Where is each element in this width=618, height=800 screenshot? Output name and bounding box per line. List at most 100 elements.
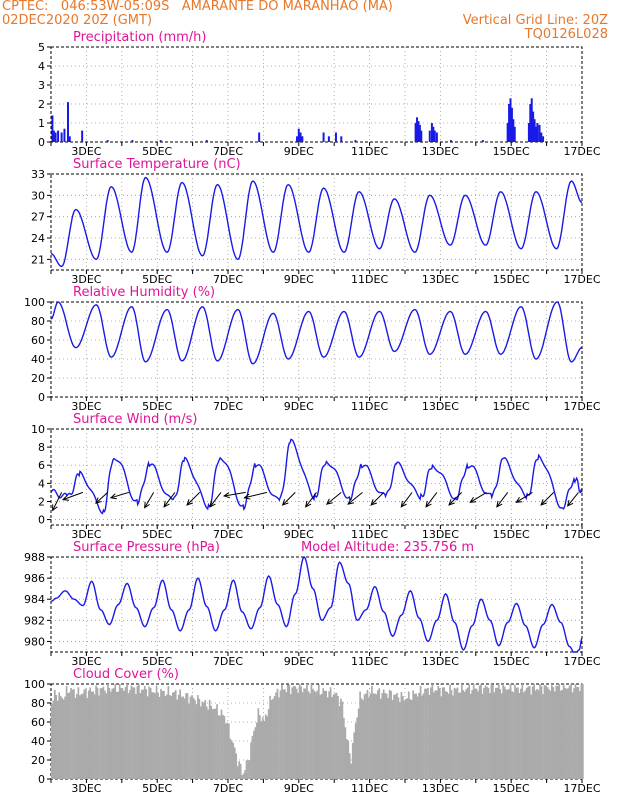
cloud-bar [410,699,413,779]
header-model: TQ0126L028 [524,27,608,42]
cloud-bar [500,693,503,779]
cloud-bar [219,715,221,779]
cloud-bar [564,687,566,779]
cloud-bar [412,690,415,779]
precip-bar [327,136,330,142]
cloud-ytick-label: 60 [31,716,45,729]
precip-bar [416,117,419,142]
cloud-bar [53,689,56,779]
cloud-bar [545,685,547,779]
precip-bar [527,123,530,142]
cloud-bar [552,687,555,779]
cloud-bar [449,684,451,779]
cloud-bar [199,706,202,779]
cloud-xtick-label: 13DEC [422,782,459,795]
cloud-bar [546,687,549,779]
cloud-bar [384,693,387,779]
cloud-bar [167,686,170,779]
precip-bar [159,140,162,142]
cloud-bar [549,690,552,779]
precip-bar [506,123,509,142]
cloud-ytick-label: 40 [31,735,45,748]
cloud-bar [204,700,207,779]
press-ytick-label: 984 [24,593,45,606]
cloud-bar [257,708,260,779]
cloud-bar [378,688,381,779]
cloud-bar [273,696,276,779]
cloud-bar [107,684,109,779]
cloud-bar [421,695,423,779]
precip-bar [258,132,261,142]
cloud-ytick-label: 20 [31,754,45,767]
precip-bar [340,136,343,142]
cloud-bar [120,687,122,779]
cloud-xtick-label: 5DEC [142,782,172,795]
cloud-bar [104,690,106,779]
cloud-bar [287,684,289,779]
cloud-bar [556,686,559,779]
cloud-bar [135,694,137,779]
rh-xtick-label: 9DEC [284,400,314,413]
cloud-bar [214,708,217,779]
cloud-bar [65,686,68,779]
precip-bar [530,98,533,142]
precip-bar [414,123,417,142]
cloud-bar [430,687,432,779]
cloud-bar [211,709,214,779]
cloud-bar [186,693,189,779]
press-xtick-label: 5DEC [142,655,172,668]
cloud-bar [216,704,218,779]
wind-arrow [163,492,176,508]
rh-ytick-label: 0 [38,391,45,404]
cloud-bar [275,692,277,779]
cloud-bar [89,687,92,779]
cloud-bar [493,692,496,779]
cloud-bar [568,685,571,779]
cloud-bar [220,709,223,779]
cloud-bar [347,740,350,779]
press-xtick-label: 7DEC [213,655,243,668]
cloud-bar [197,695,199,779]
wind-xtick-label: 9DEC [284,528,314,541]
press-ytick-label: 980 [24,635,45,648]
cloud-bar [446,691,448,779]
cloud-bar [256,722,258,779]
press-ytick-label: 988 [24,551,45,564]
cloud-bar [469,693,472,779]
cloud-bar [542,694,544,779]
cloud-bar [80,694,83,779]
temp-xtick-label: 5DEC [142,273,172,286]
press-xtick-label: 3DEC [71,655,101,668]
cloud-bar [332,694,335,779]
cloud-bar [71,689,74,779]
cloud-bar [313,690,316,779]
cloud-bar [304,688,307,779]
cloud-bar [481,693,484,779]
cloud-bar [148,686,151,779]
rh-line [50,301,583,365]
header-gridline: Vertical Grid Line: 20Z [462,13,608,28]
precip-bar [435,132,438,142]
precip-bar [334,132,337,142]
rh-ytick-label: 20 [31,372,45,385]
cloud-bar [465,688,468,779]
cloud-bar [499,689,502,779]
precip-bar [418,124,421,142]
temp-ytick-label: 27 [31,211,45,224]
cloud-bar [110,691,112,779]
temp-xtick-label: 9DEC [284,273,314,286]
wind-xtick-label: 5DEC [142,528,172,541]
precip-bar [513,126,516,142]
wind-ytick-label: 4 [38,477,45,490]
wind-line [50,438,583,515]
cloud-bar [312,688,314,779]
cloud-ytick-label: 80 [31,697,45,710]
temp-ytick-label: 24 [31,232,45,245]
cloud-bar [282,689,285,779]
cloud-bar [543,685,546,779]
precip-bar [301,136,304,142]
cloud-bar [105,693,108,779]
cloud-bar [346,739,348,779]
cloud-bar [455,688,457,779]
cloud-bar [468,684,471,779]
